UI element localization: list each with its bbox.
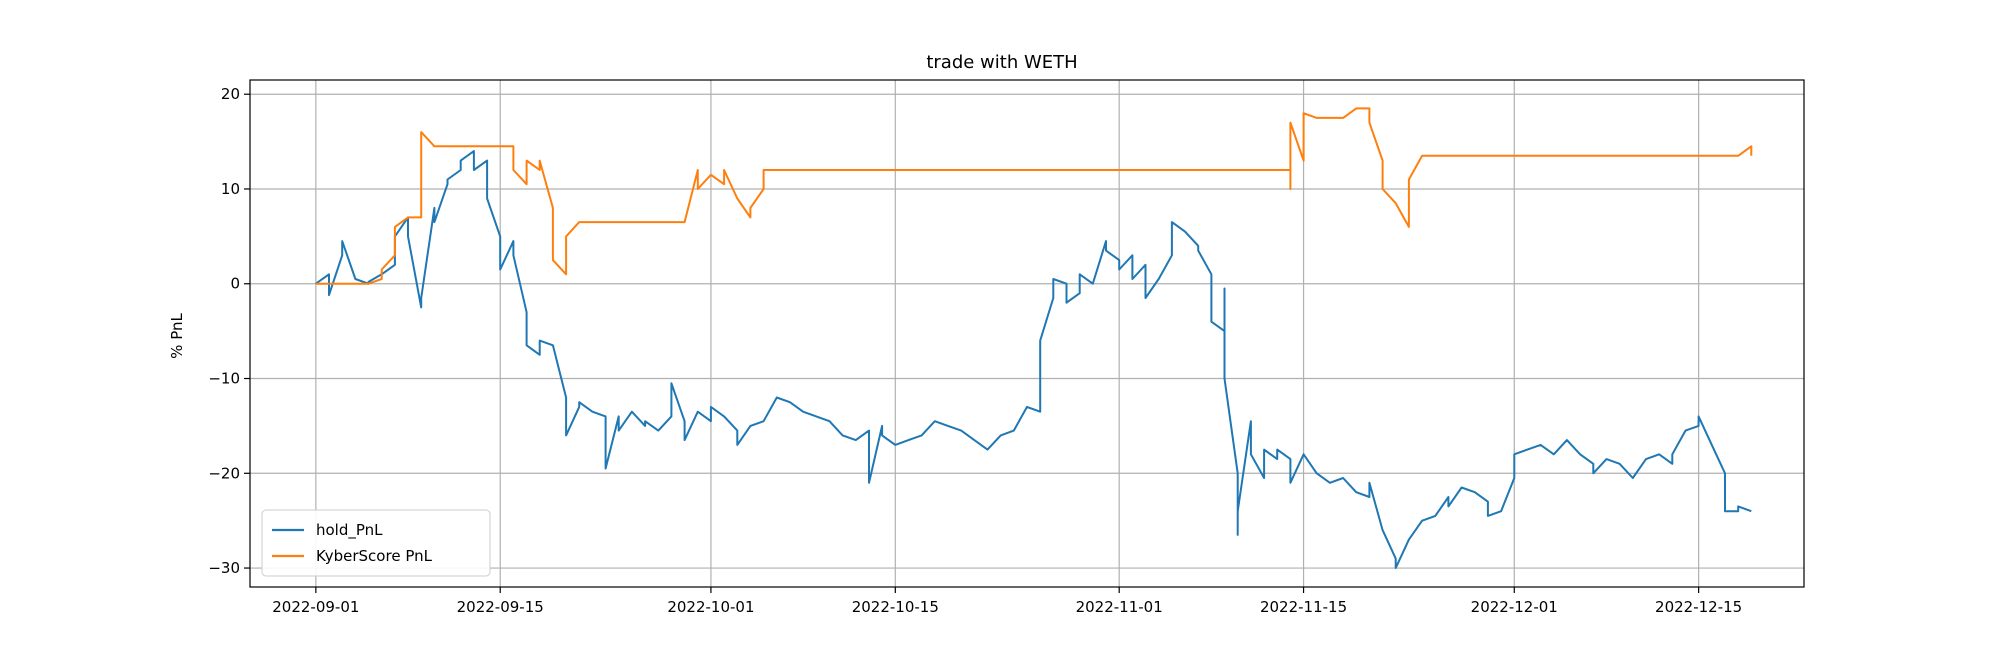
y-tick-label: −20 [208, 464, 240, 482]
chart-title: trade with WETH [926, 52, 1077, 73]
y-tick-label: 0 [230, 275, 240, 293]
series-line-hold-pnl [315, 150, 1752, 569]
y-tick-label: 10 [221, 180, 240, 198]
x-tick-label: 2022-10-15 [852, 598, 939, 616]
x-tick-label: 2022-11-01 [1076, 598, 1163, 616]
y-tick-label: −10 [208, 370, 240, 388]
y-tick-label: 20 [221, 85, 240, 103]
series-line-kyberscore-pnl [315, 107, 1753, 285]
series-layer [315, 107, 1753, 569]
x-tick-label: 2022-11-15 [1260, 598, 1347, 616]
grid [250, 80, 1804, 587]
x-tick-label: 2022-12-15 [1655, 598, 1742, 616]
x-tick-label: 2022-12-01 [1471, 598, 1558, 616]
y-tick-label: −30 [208, 559, 240, 577]
axis-ticks: 2022-09-01 2022-09-15 2022-10-01 2022-10-15… [208, 85, 1742, 616]
legend-label: hold_PnL [316, 521, 383, 540]
x-tick-label: 2022-09-15 [457, 598, 544, 616]
x-tick-label: 2022-10-01 [667, 598, 754, 616]
legend-label: KyberScore PnL [316, 547, 433, 565]
y-axis-label: % PnL [168, 313, 186, 359]
x-tick-label: 2022-09-01 [272, 598, 359, 616]
legend: hold_PnL KyberScore PnL [261, 509, 491, 577]
legend-box [261, 509, 491, 577]
plot-frame [249, 79, 1805, 588]
